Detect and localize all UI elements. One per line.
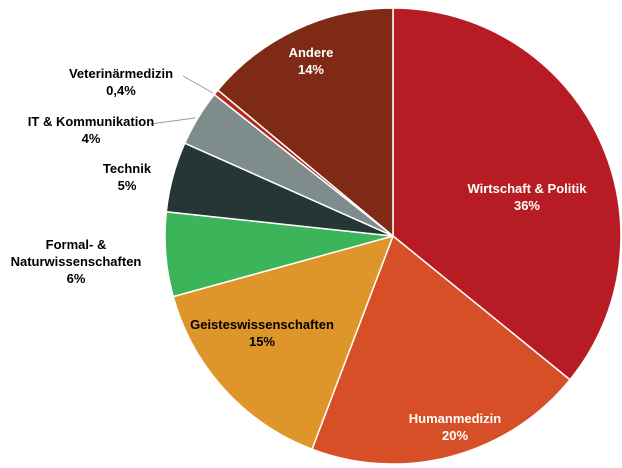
slice-label: Formal- & Naturwissenschaften 6% (1, 236, 151, 287)
value-label: 4% (81, 131, 101, 146)
slice-label: Geisteswissenschaften 15% (190, 316, 334, 350)
pie-slice (392, 7, 622, 381)
category-label: Formal- & Naturwissenschaften (10, 237, 142, 269)
value-label: 0,4% (106, 83, 136, 98)
category-label: Technik (102, 161, 152, 176)
value-label: 20% (441, 428, 469, 443)
pie-slice (172, 234, 395, 451)
slice-label: IT & Kommunikation 4% (28, 113, 154, 147)
slice-label: Veterinärmedizin 0,4% (69, 65, 173, 99)
category-label: Wirtschaft & Politik (467, 181, 587, 196)
slice-label: Humanmedizin 20% (409, 410, 501, 444)
pie-slice (216, 7, 394, 238)
value-label: 5% (117, 178, 137, 193)
slice-label: Andere 14% (289, 44, 334, 78)
category-label: IT & Kommunikation (27, 114, 155, 129)
slice-label: Wirtschaft & Politik 36% (467, 180, 586, 214)
value-label: 14% (297, 62, 325, 77)
category-label: Andere (288, 45, 334, 60)
slice-label: Technik 5% (103, 160, 151, 194)
pie-slice (311, 234, 572, 465)
category-label: Geisteswissenschaften (190, 317, 334, 332)
category-label: Veterinärmedizin (68, 66, 174, 81)
leader-line (149, 117, 196, 125)
value-label: 36% (513, 198, 541, 213)
value-label: 6% (66, 271, 86, 286)
value-label: 15% (248, 334, 276, 349)
leader-line (182, 75, 214, 94)
category-label: Humanmedizin (408, 411, 502, 426)
